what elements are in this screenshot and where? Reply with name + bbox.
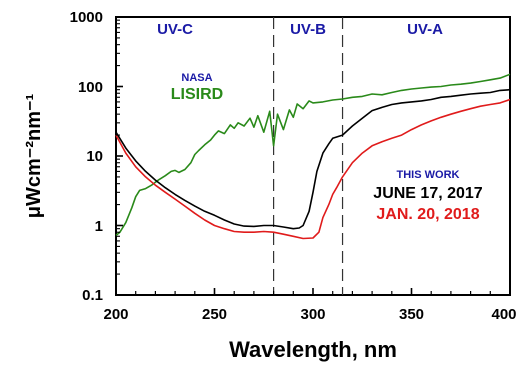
tick-marks: [115, 16, 511, 296]
band-label-uv-c: UV-C: [157, 21, 193, 38]
x-tick-label: 350: [399, 306, 424, 323]
annotation-this-work: THIS WORK: [397, 169, 460, 181]
band-label-uv-a: UV-A: [407, 21, 443, 38]
plot-frame: [115, 16, 511, 296]
series-line-lisird: [115, 73, 511, 237]
x-tick-label: 200: [103, 306, 128, 323]
band-label-uv-b: UV-B: [290, 21, 326, 38]
y-tick-label: 0.1: [82, 287, 103, 304]
annotation-june: JUNE 17, 2017: [373, 185, 483, 202]
x-tick-label: 300: [300, 306, 325, 323]
x-tick-label: 250: [202, 306, 227, 323]
y-tick-label: 1: [95, 218, 103, 235]
y-axis-label: μWcm⁻²nm⁻¹: [23, 93, 45, 218]
y-tick-label: 1000: [70, 9, 103, 26]
annotation-nasa: NASA: [181, 72, 212, 84]
y-tick-label: 10: [86, 148, 103, 165]
series-line-jan-2018: [115, 98, 511, 240]
y-tick-label: 100: [78, 79, 103, 96]
x-tick-label: 400: [491, 306, 516, 323]
annotation-lisird: LISIRD: [171, 86, 223, 103]
annotation-jan: JAN. 20, 2018: [376, 206, 479, 223]
series-layer: [115, 73, 511, 240]
x-axis-label: Wavelength, nm: [229, 337, 397, 362]
series-line-june-2017: [115, 88, 511, 230]
